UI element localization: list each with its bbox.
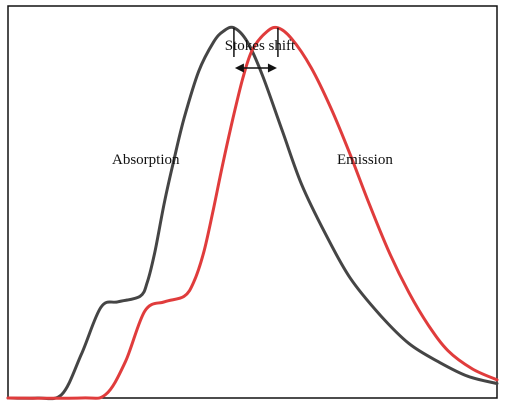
absorption-curve: [6, 25, 499, 401]
absorption-label: Absorption: [112, 152, 180, 168]
stokes-shift-annotation: [233, 27, 279, 73]
stokes-shift-label: Stokes shift: [225, 38, 296, 54]
stokes-arrowhead-right: [267, 63, 277, 73]
plot-frame: [7, 5, 498, 399]
emission-curve: [6, 25, 499, 400]
stokes-arrowhead-left: [234, 63, 244, 73]
emission-label: Emission: [337, 152, 393, 168]
